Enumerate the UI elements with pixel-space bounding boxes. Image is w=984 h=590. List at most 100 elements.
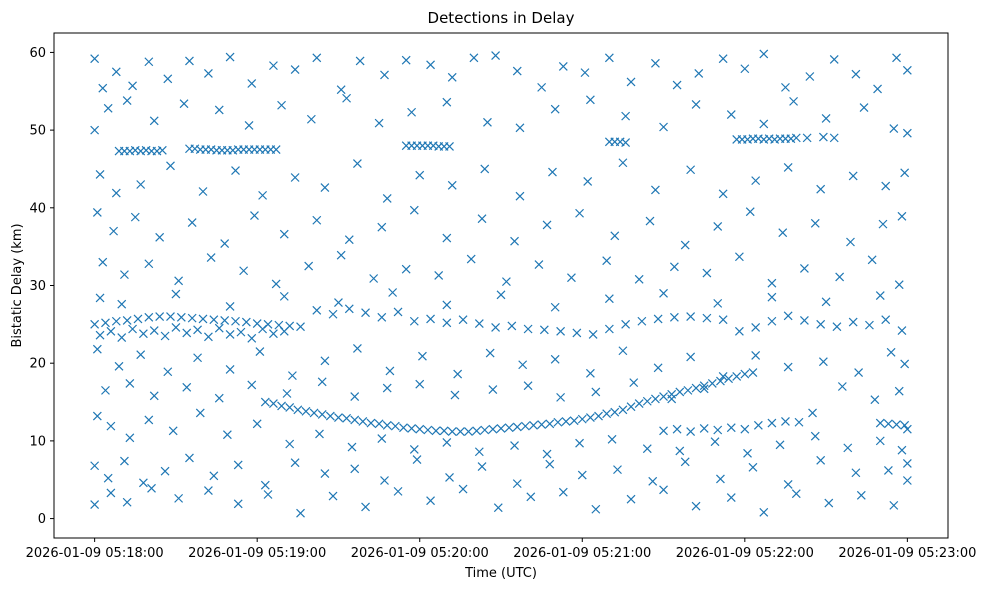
- data-point: [799, 316, 809, 325]
- data-point: [493, 503, 503, 513]
- data-point: [675, 387, 685, 397]
- data-point: [225, 364, 235, 374]
- data-point: [669, 262, 679, 272]
- data-point: [816, 319, 826, 329]
- data-point: [95, 293, 105, 303]
- data-point: [130, 212, 140, 222]
- data-point: [355, 56, 365, 66]
- data-point: [892, 53, 901, 63]
- data-point: [865, 320, 874, 330]
- data-point: [894, 280, 904, 290]
- data-point: [114, 361, 124, 371]
- data-point: [445, 142, 454, 151]
- data-point: [342, 93, 352, 103]
- data-point: [604, 294, 614, 304]
- data-point: [415, 424, 425, 434]
- data-point: [740, 369, 750, 379]
- data-point: [369, 274, 379, 283]
- plot-area: [53, 32, 949, 539]
- data-point: [244, 121, 254, 130]
- data-point: [821, 114, 831, 123]
- data-point: [488, 385, 498, 395]
- data-point: [488, 424, 498, 434]
- data-point: [90, 461, 100, 471]
- data-point: [585, 368, 595, 378]
- data-point: [171, 289, 181, 299]
- data-point: [561, 417, 571, 426]
- data-point: [120, 270, 129, 280]
- data-point: [361, 502, 370, 512]
- data-point: [485, 348, 495, 358]
- data-point: [466, 254, 476, 264]
- data-point: [409, 205, 419, 215]
- data-point: [317, 410, 327, 419]
- data-point: [149, 116, 159, 126]
- data-point: [447, 180, 457, 190]
- data-point: [247, 380, 257, 390]
- data-point: [225, 302, 235, 311]
- data-point: [442, 300, 452, 310]
- data-point: [198, 314, 208, 324]
- data-point: [691, 501, 701, 511]
- data-point: [103, 473, 113, 483]
- data-point: [580, 68, 590, 78]
- data-point: [767, 292, 777, 302]
- data-point: [195, 408, 205, 418]
- data-point: [854, 368, 864, 377]
- x-tick-label: 2026-01-09 05:22:00: [676, 546, 814, 561]
- data-point: [377, 434, 387, 443]
- data-point: [588, 330, 598, 339]
- data-point: [260, 480, 270, 490]
- data-point: [545, 459, 555, 469]
- chart-title: Detections in Delay: [428, 9, 575, 27]
- data-point: [686, 352, 696, 362]
- data-point: [618, 405, 628, 415]
- data-point: [726, 110, 736, 120]
- data-point: [144, 312, 154, 322]
- data-point: [163, 367, 173, 377]
- data-point: [713, 222, 723, 231]
- data-point: [846, 237, 855, 247]
- data-point: [290, 65, 300, 74]
- y-tick-label: 20: [29, 357, 46, 372]
- data-point: [480, 425, 490, 435]
- data-point: [401, 264, 411, 274]
- data-point: [710, 437, 720, 447]
- data-point: [269, 61, 278, 71]
- data-point: [241, 317, 251, 327]
- data-point: [296, 508, 305, 518]
- data-point: [250, 211, 259, 221]
- data-point: [255, 347, 265, 356]
- data-point: [447, 72, 457, 82]
- data-point: [767, 316, 777, 326]
- data-point: [902, 458, 912, 468]
- data-point: [350, 464, 360, 474]
- data-point: [442, 318, 452, 328]
- data-point: [442, 97, 452, 107]
- data-point: [837, 382, 847, 391]
- data-point: [336, 85, 346, 95]
- data-point: [380, 70, 389, 80]
- data-point: [694, 68, 704, 78]
- data-point: [312, 215, 322, 225]
- data-point: [168, 426, 178, 436]
- data-point: [526, 492, 536, 502]
- data-point: [539, 325, 549, 335]
- data-point: [334, 298, 343, 308]
- data-point: [147, 483, 156, 493]
- data-point: [816, 455, 826, 465]
- data-point: [380, 476, 389, 485]
- data-point: [101, 385, 110, 395]
- data-point: [892, 420, 901, 429]
- data-point: [604, 324, 614, 334]
- x-tick-label: 2026-01-09 05:19:00: [188, 546, 326, 561]
- data-point: [726, 493, 736, 503]
- data-point: [653, 363, 663, 373]
- data-point: [258, 190, 268, 200]
- data-point: [160, 466, 170, 476]
- data-point: [149, 326, 159, 335]
- data-point: [426, 496, 435, 506]
- data-point: [271, 279, 281, 289]
- data-point: [293, 405, 303, 415]
